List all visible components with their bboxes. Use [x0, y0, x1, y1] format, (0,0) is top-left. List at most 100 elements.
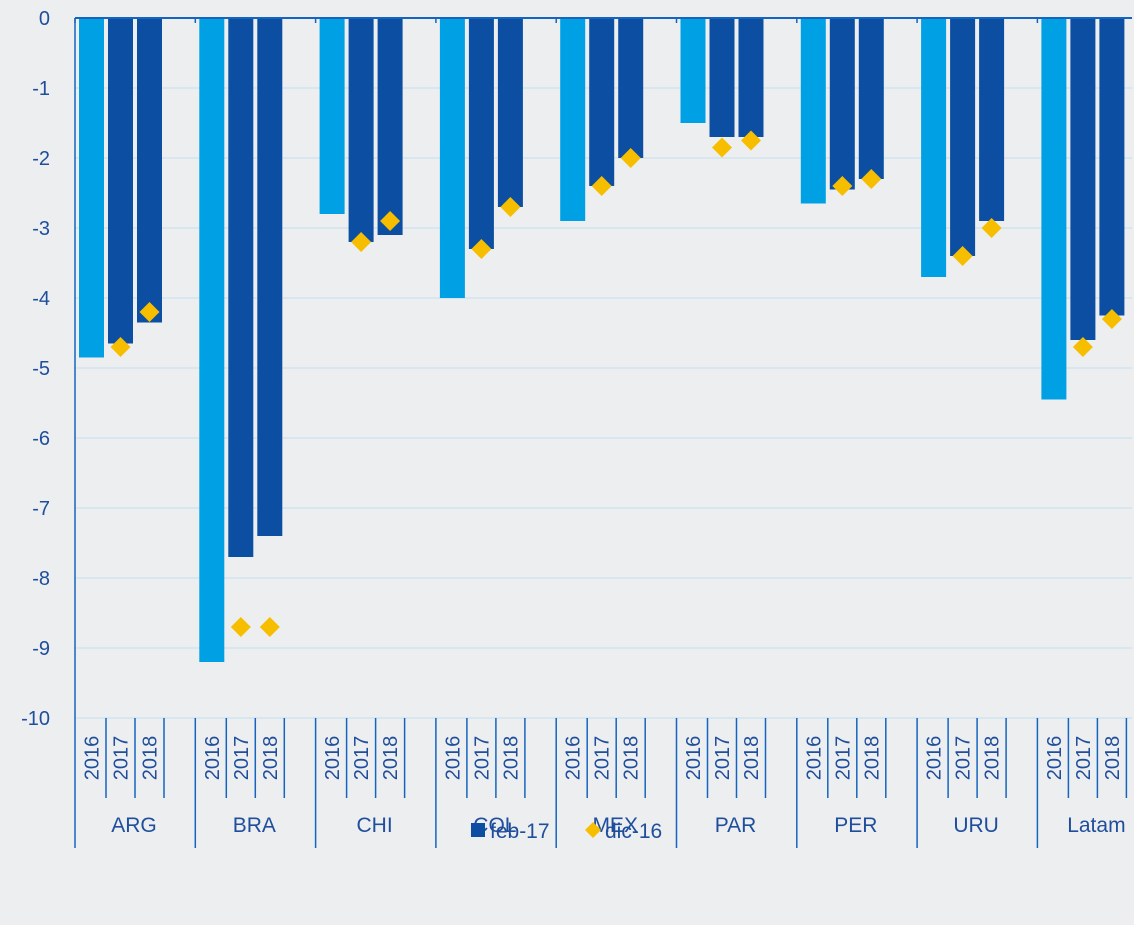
category-label-par: PAR — [715, 814, 757, 837]
diamond-latam-2018 — [1101, 309, 1122, 329]
diamond-mex-2018 — [620, 148, 641, 168]
y-tick-label: -10 — [21, 708, 50, 730]
bar-mex-2018 — [618, 18, 644, 158]
bar-arg-2018 — [137, 18, 162, 323]
bar-par-2016 — [680, 18, 706, 123]
category-label-uru: URU — [953, 814, 999, 837]
year-label: 2016 — [82, 736, 104, 781]
bar-latam-2016 — [1041, 18, 1067, 400]
diamond-uru-2017 — [952, 246, 973, 266]
bar-chi-2017 — [348, 18, 374, 242]
category-label-chi: CHI — [357, 814, 393, 837]
x-axis: 2016 2017 2018 ARG 2016 2017 2018 BRA 2016 2017 20… — [74, 17, 1132, 848]
bar-mex-2017 — [589, 18, 615, 186]
bar-col-2017 — [468, 18, 494, 249]
year-label: 2018 — [140, 736, 162, 781]
year-label: 2018 — [260, 736, 282, 781]
year-label: 2018 — [861, 736, 883, 781]
bar-arg-2017 — [108, 18, 133, 344]
diamond-chi-2018 — [380, 211, 401, 231]
y-tick-label: -5 — [32, 358, 50, 380]
legend: feb-17 dic-16 — [471, 820, 662, 843]
bar-chi-2018 — [377, 18, 403, 235]
year-label: 2017 — [351, 736, 373, 781]
diamond-arg-2018 — [139, 302, 160, 322]
year-label: 2017 — [111, 736, 133, 781]
y-tick-label: -8 — [32, 568, 50, 590]
diamond-bra-2018 — [259, 617, 280, 637]
category-label-arg: ARG — [111, 814, 157, 837]
bar-latam-2018 — [1099, 18, 1125, 316]
year-label: 2018 — [500, 736, 522, 781]
y-tick-label: -9 — [32, 638, 50, 660]
diamond-per-2018 — [861, 169, 882, 189]
year-label: 2017 — [471, 736, 493, 781]
category-label-latam: Latam — [1067, 814, 1125, 837]
year-label: 2017 — [1073, 736, 1095, 781]
year-label: 2018 — [982, 736, 1004, 781]
year-label: 2016 — [803, 736, 825, 781]
year-label: 2017 — [592, 736, 614, 781]
y-tick-label: 0 — [39, 8, 50, 30]
year-label: 2016 — [202, 736, 224, 781]
year-label: 2018 — [1102, 736, 1124, 781]
legend-label-feb-17: feb-17 — [490, 820, 550, 843]
diamond-par-2017 — [712, 137, 732, 158]
category-label-bra: BRA — [233, 814, 276, 837]
year-label: 2017 — [712, 736, 734, 781]
diamond-uru-2018 — [981, 218, 1002, 238]
y-tick-label: -7 — [32, 498, 50, 520]
y-tick-label: -3 — [32, 218, 50, 240]
bar-arg-2016 — [79, 18, 104, 358]
bars — [79, 18, 1125, 662]
diamond-chi-2017 — [351, 232, 372, 252]
category-label-per: PER — [834, 814, 877, 837]
diamond-col-2017 — [471, 239, 492, 259]
year-label: 2016 — [442, 736, 464, 781]
diamond-markers — [110, 130, 1122, 637]
year-label: 2018 — [741, 736, 763, 781]
diamond-bra-2017 — [230, 617, 251, 637]
bar-uru-2017 — [950, 18, 976, 256]
bar-uru-2016 — [921, 18, 947, 277]
legend-label-dic-16: dic-16 — [605, 820, 662, 843]
diamond-arg-2017 — [110, 337, 131, 357]
diamond-par-2018 — [741, 130, 761, 151]
bar-per-2016 — [800, 18, 826, 204]
year-label: 2018 — [380, 736, 402, 781]
bar-chi-2016 — [319, 18, 345, 214]
y-tick-label: -1 — [32, 78, 50, 100]
year-label: 2018 — [621, 736, 643, 781]
y-tick-label: -2 — [32, 148, 50, 170]
legend-bar-swatch — [471, 823, 485, 837]
year-label: 2017 — [832, 736, 854, 781]
y-tick-label: -4 — [32, 288, 50, 310]
bar-col-2018 — [497, 18, 523, 207]
year-label: 2016 — [1044, 736, 1066, 781]
bar-bra-2017 — [228, 18, 254, 557]
bar-col-2016 — [439, 18, 465, 298]
bar-mex-2016 — [560, 18, 586, 221]
diamond-mex-2017 — [591, 176, 612, 196]
year-label: 2016 — [563, 736, 585, 781]
bar-per-2017 — [829, 18, 855, 190]
bar-per-2018 — [858, 18, 884, 179]
bar-latam-2017 — [1070, 18, 1096, 340]
bar-par-2017 — [709, 18, 735, 137]
bar-bra-2018 — [257, 18, 283, 536]
category-label-mex: MEX — [592, 814, 638, 837]
year-label: 2017 — [953, 736, 975, 781]
bar-par-2018 — [738, 18, 764, 137]
year-label: 2016 — [924, 736, 946, 781]
legend-diamond-swatch — [585, 822, 601, 838]
y-tick-label: -6 — [32, 428, 50, 450]
bar-uru-2018 — [979, 18, 1005, 221]
bar-bra-2016 — [199, 18, 225, 662]
year-label: 2017 — [231, 736, 253, 781]
diamond-latam-2017 — [1072, 337, 1093, 357]
year-label: 2016 — [683, 736, 705, 781]
year-label: 2016 — [322, 736, 344, 781]
y-axis: 0 -1 -2 -3 -4 -5 -6 -7 -8 -9 -10 — [21, 8, 76, 730]
diamond-per-2017 — [832, 176, 853, 196]
